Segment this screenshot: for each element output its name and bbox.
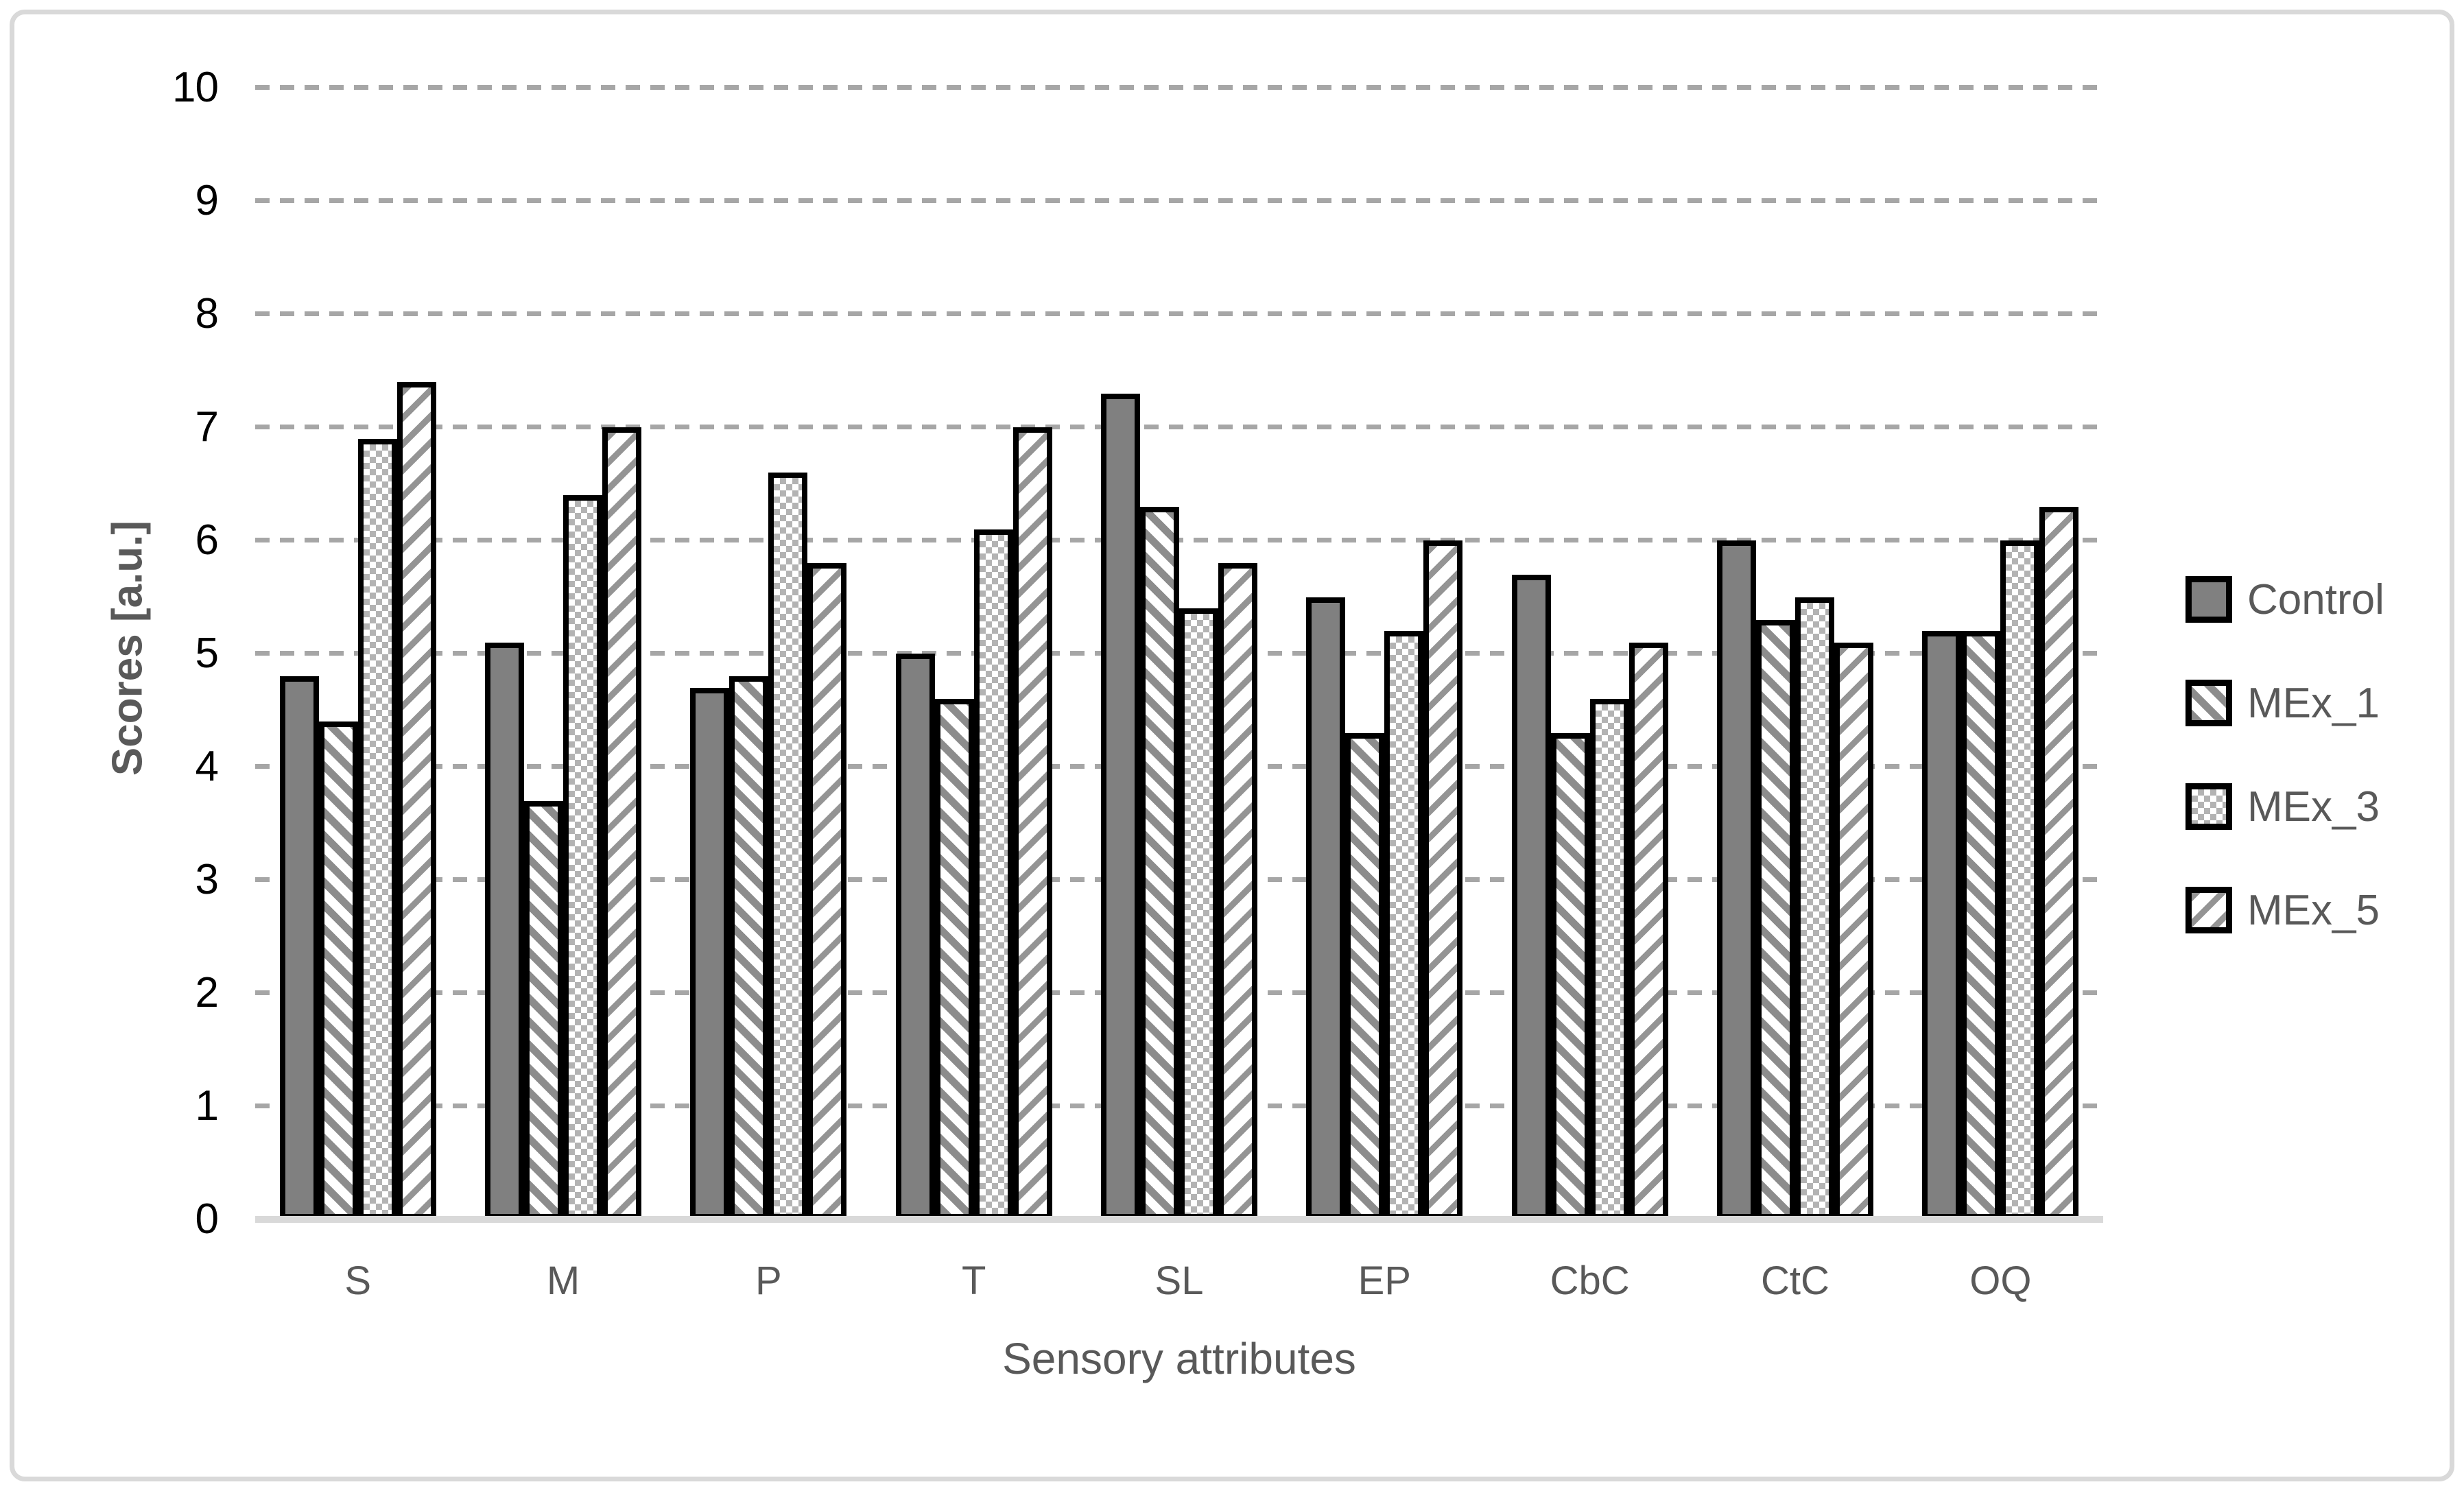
bar-MEx_3-EP bbox=[1384, 631, 1424, 1219]
bar-MEx_1-EP bbox=[1345, 732, 1385, 1219]
y-tick-label-7: 7 bbox=[195, 403, 219, 451]
bar-MEx_1-CbC bbox=[1550, 732, 1590, 1219]
y-tick-label-4: 4 bbox=[195, 743, 219, 790]
x-category-label-P: P bbox=[755, 1259, 782, 1303]
y-tick-label-10: 10 bbox=[172, 64, 219, 111]
gridline-7 bbox=[255, 425, 2103, 429]
x-category-label-CbC: CbC bbox=[1550, 1259, 1630, 1303]
bar-Control-CtC bbox=[1716, 540, 1756, 1219]
legend-item-MEx_1: MEx_1 bbox=[2185, 670, 2384, 736]
bar-Control-T bbox=[895, 654, 935, 1219]
y-tick-label-8: 8 bbox=[195, 290, 219, 337]
bar-MEx_3-M bbox=[562, 495, 602, 1219]
legend-swatch-MEx_5 bbox=[2185, 887, 2232, 933]
bar-MEx_1-P bbox=[729, 676, 769, 1219]
bar-group-CtC bbox=[1692, 88, 1897, 1219]
bar-MEx_1-S bbox=[318, 721, 358, 1219]
gridline-10 bbox=[255, 85, 2103, 90]
bar-MEx_3-P bbox=[768, 473, 808, 1219]
bar-MEx_3-OQ bbox=[2000, 540, 2040, 1219]
bar-MEx_5-CbC bbox=[1628, 642, 1668, 1219]
bar-MEx_3-SL bbox=[1178, 608, 1218, 1219]
y-tick-label-2: 2 bbox=[195, 969, 219, 1016]
bar-MEx_1-M bbox=[523, 800, 563, 1219]
bar-Control-EP bbox=[1306, 597, 1346, 1219]
bar-MEx_5-M bbox=[602, 427, 641, 1219]
x-axis-line bbox=[255, 1216, 2103, 1223]
legend-item-Control: Control bbox=[2185, 566, 2384, 632]
bar-MEx_1-T bbox=[934, 699, 974, 1219]
bar-Control-SL bbox=[1100, 393, 1140, 1219]
bar-MEx_5-CtC bbox=[1834, 642, 1873, 1219]
x-category-label-OQ: OQ bbox=[1969, 1259, 2032, 1303]
legend-item-MEx_3: MEx_3 bbox=[2185, 774, 2384, 839]
plot-area bbox=[255, 85, 2103, 1223]
bar-group-SL bbox=[1076, 88, 1281, 1219]
y-tick-label-0: 0 bbox=[195, 1195, 219, 1243]
x-category-label-S: S bbox=[344, 1259, 371, 1303]
bar-groups bbox=[255, 88, 2103, 1219]
y-tick-label-9: 9 bbox=[195, 177, 219, 224]
bar-group-S bbox=[255, 88, 460, 1219]
x-category-label-T: T bbox=[961, 1259, 986, 1303]
bar-Control-P bbox=[690, 687, 730, 1219]
bar-MEx_1-OQ bbox=[1961, 631, 2001, 1219]
y-tick-label-3: 3 bbox=[195, 856, 219, 903]
y-tick-label-6: 6 bbox=[195, 516, 219, 564]
legend-swatch-Control bbox=[2185, 576, 2232, 623]
bar-MEx_3-S bbox=[357, 438, 397, 1219]
bar-MEx_5-P bbox=[807, 563, 847, 1219]
bar-group-EP bbox=[1282, 88, 1487, 1219]
bar-Control-S bbox=[279, 676, 319, 1219]
bar-MEx_3-CtC bbox=[1794, 597, 1834, 1219]
legend-label-MEx_5: MEx_5 bbox=[2247, 886, 2380, 934]
bar-Control-OQ bbox=[1922, 631, 1962, 1219]
legend-swatch-MEx_1 bbox=[2185, 680, 2232, 726]
x-category-label-SL: SL bbox=[1154, 1259, 1204, 1303]
legend-label-MEx_3: MEx_3 bbox=[2247, 783, 2380, 831]
gridline-8 bbox=[255, 311, 2103, 316]
bar-group-T bbox=[871, 88, 1076, 1219]
bar-MEx_5-EP bbox=[1423, 540, 1463, 1219]
legend-item-MEx_5: MEx_5 bbox=[2185, 877, 2384, 943]
x-category-label-EP: EP bbox=[1358, 1259, 1411, 1303]
gridline-9 bbox=[255, 198, 2103, 203]
bar-Control-M bbox=[484, 642, 524, 1219]
legend-label-MEx_1: MEx_1 bbox=[2247, 679, 2380, 727]
bar-MEx_5-T bbox=[1012, 427, 1052, 1219]
bar-MEx_3-CbC bbox=[1589, 699, 1629, 1219]
bar-group-CbC bbox=[1487, 88, 1692, 1219]
legend-label-Control: Control bbox=[2247, 575, 2384, 623]
bar-group-OQ bbox=[1898, 88, 2103, 1219]
bar-MEx_1-CtC bbox=[1755, 619, 1795, 1219]
legend-swatch-MEx_3 bbox=[2185, 783, 2232, 830]
gridline-6 bbox=[255, 538, 2103, 542]
bar-MEx_1-SL bbox=[1139, 506, 1179, 1219]
legend: Control MEx_1 MEx_3 MEx_5 bbox=[2185, 566, 2384, 943]
x-axis-title: Sensory attributes bbox=[1002, 1334, 1356, 1383]
bar-MEx_3-T bbox=[973, 529, 1013, 1219]
x-category-label-M: M bbox=[546, 1259, 580, 1303]
y-tick-label-5: 5 bbox=[195, 630, 219, 677]
bar-group-P bbox=[666, 88, 871, 1219]
y-tick-label-1: 1 bbox=[195, 1082, 219, 1130]
bar-Control-CbC bbox=[1511, 574, 1551, 1219]
x-category-label-CtC: CtC bbox=[1761, 1259, 1829, 1303]
bar-MEx_5-SL bbox=[1218, 563, 1257, 1219]
bar-MEx_5-S bbox=[396, 382, 436, 1219]
bar-group-M bbox=[460, 88, 665, 1219]
bar-MEx_5-OQ bbox=[2039, 506, 2079, 1219]
